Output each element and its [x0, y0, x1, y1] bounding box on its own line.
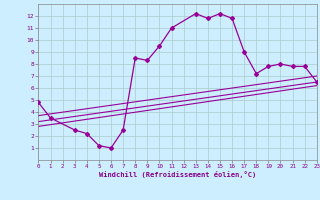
X-axis label: Windchill (Refroidissement éolien,°C): Windchill (Refroidissement éolien,°C) [99, 171, 256, 178]
